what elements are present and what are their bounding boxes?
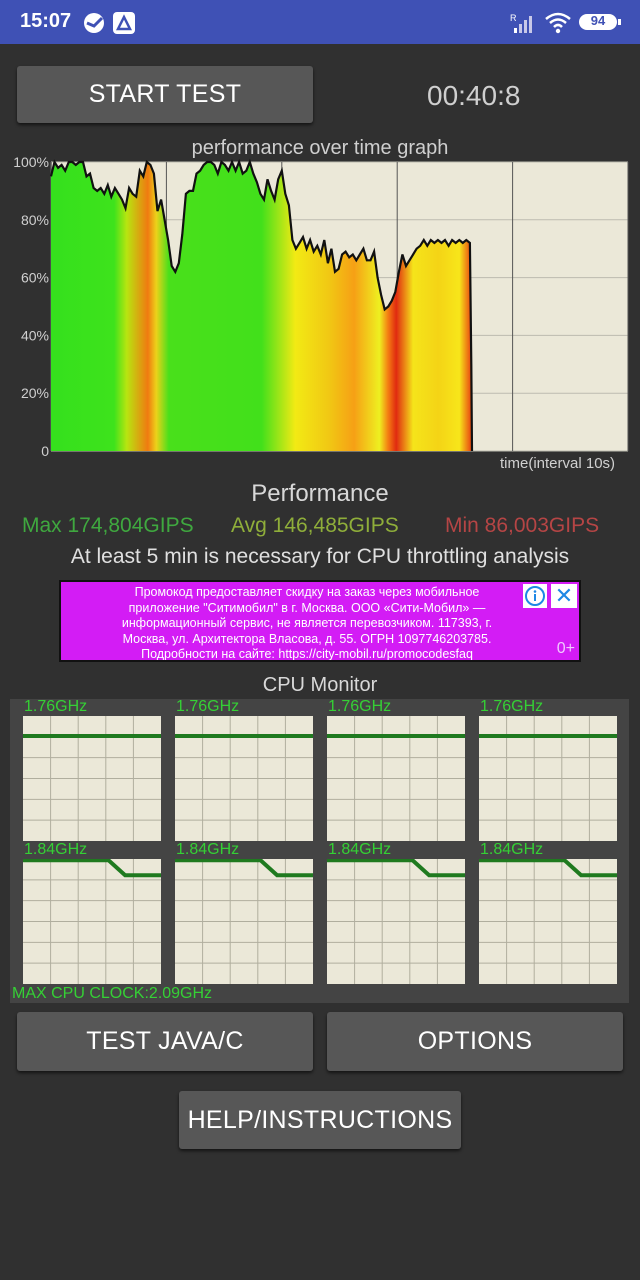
core-graph bbox=[23, 859, 161, 984]
battery-level: 94 bbox=[590, 13, 606, 28]
core-graph bbox=[479, 716, 617, 841]
avg-stat: Avg 146,485GIPS bbox=[231, 514, 399, 537]
cpu-monitor-title: CPU Monitor bbox=[262, 674, 378, 696]
ad-line: информационный сервис, не является перев… bbox=[121, 616, 493, 630]
test-java-button[interactable]: TEST JAVA/C bbox=[17, 1012, 313, 1071]
y-tick-label: 0 bbox=[41, 443, 49, 459]
help-instructions-button[interactable]: HELP/INSTRUCTIONS bbox=[179, 1091, 461, 1149]
app-notification-icon bbox=[112, 11, 136, 40]
core-graph bbox=[175, 859, 313, 984]
x-axis-label: time(interval 10s) bbox=[500, 455, 616, 472]
graph-title: performance over time graph bbox=[191, 137, 449, 159]
ad-line: Подробности на сайте: https://city-mobil… bbox=[141, 647, 473, 661]
core-frequency-line bbox=[175, 859, 313, 878]
core-frequency-line bbox=[327, 859, 465, 878]
y-tick-label: 20% bbox=[21, 385, 49, 401]
y-tick-label: 40% bbox=[21, 327, 49, 343]
signal-icon: R bbox=[510, 12, 538, 39]
ad-banner[interactable]: Промокод предоставляет скидку на заказ ч… bbox=[59, 580, 581, 662]
core-frequency-label: 1.84GHz bbox=[24, 841, 88, 858]
ad-info-icon[interactable] bbox=[523, 584, 547, 608]
options-button[interactable]: OPTIONS bbox=[327, 1012, 623, 1071]
core-graph bbox=[23, 716, 161, 841]
status-time: 15:07 bbox=[20, 10, 72, 32]
y-tick-label: 100% bbox=[13, 154, 49, 170]
status-bar: 15:07 R 94 bbox=[0, 0, 640, 44]
core-frequency-label: 1.76GHz bbox=[24, 698, 88, 715]
performance-title: Performance bbox=[251, 480, 389, 507]
performance-line bbox=[49, 158, 474, 452]
core-frequency-line bbox=[479, 859, 617, 878]
core-graph bbox=[175, 716, 313, 841]
performance-graph: 100% 80% 60% 40% 20% 0 bbox=[13, 154, 629, 459]
max-stat: Max 174,804GIPS bbox=[22, 514, 194, 537]
ad-line: приложение "Ситимобил" в г. Москва. ООО … bbox=[128, 600, 486, 615]
svg-text:R: R bbox=[510, 13, 517, 23]
core-frequency-line bbox=[23, 859, 161, 878]
sberbank-icon bbox=[82, 11, 106, 40]
ad-text: Промокод предоставляет скидку на заказ ч… bbox=[67, 585, 547, 661]
ad-age-rating: 0+ bbox=[556, 640, 575, 657]
y-tick-label: 60% bbox=[21, 270, 49, 286]
core-frequency-label: 1.76GHz bbox=[328, 698, 392, 715]
core-graph bbox=[327, 859, 465, 984]
y-tick-label: 80% bbox=[21, 212, 49, 228]
max-cpu-clock: MAX CPU CLOCK:2.09GHz bbox=[12, 985, 213, 1002]
battery-icon: 94 bbox=[578, 12, 622, 37]
ad-close-icon[interactable]: ✕ bbox=[551, 584, 577, 608]
wifi-icon bbox=[544, 12, 572, 39]
throttling-note: At least 5 min is necessary for CPU thro… bbox=[70, 545, 570, 568]
core-frequency-label: 1.76GHz bbox=[176, 698, 240, 715]
start-test-button[interactable]: START TEST bbox=[17, 66, 313, 123]
core-graph bbox=[479, 859, 617, 984]
core-frequency-label: 1.84GHz bbox=[328, 841, 392, 858]
test-timer: 00:40:8 bbox=[427, 80, 521, 111]
core-frequency-label: 1.84GHz bbox=[176, 841, 240, 858]
core-frequency-label: 1.76GHz bbox=[480, 698, 544, 715]
core-graph bbox=[327, 716, 465, 841]
ad-line: Москва, ул. Архитектора Власова, д. 55. … bbox=[122, 631, 492, 646]
core-frequency-label: 1.84GHz bbox=[480, 841, 544, 858]
performance-area bbox=[51, 162, 472, 451]
ad-line: Промокод предоставляет скидку на заказ ч… bbox=[134, 585, 480, 599]
min-stat: Min 86,003GIPS bbox=[445, 514, 600, 537]
